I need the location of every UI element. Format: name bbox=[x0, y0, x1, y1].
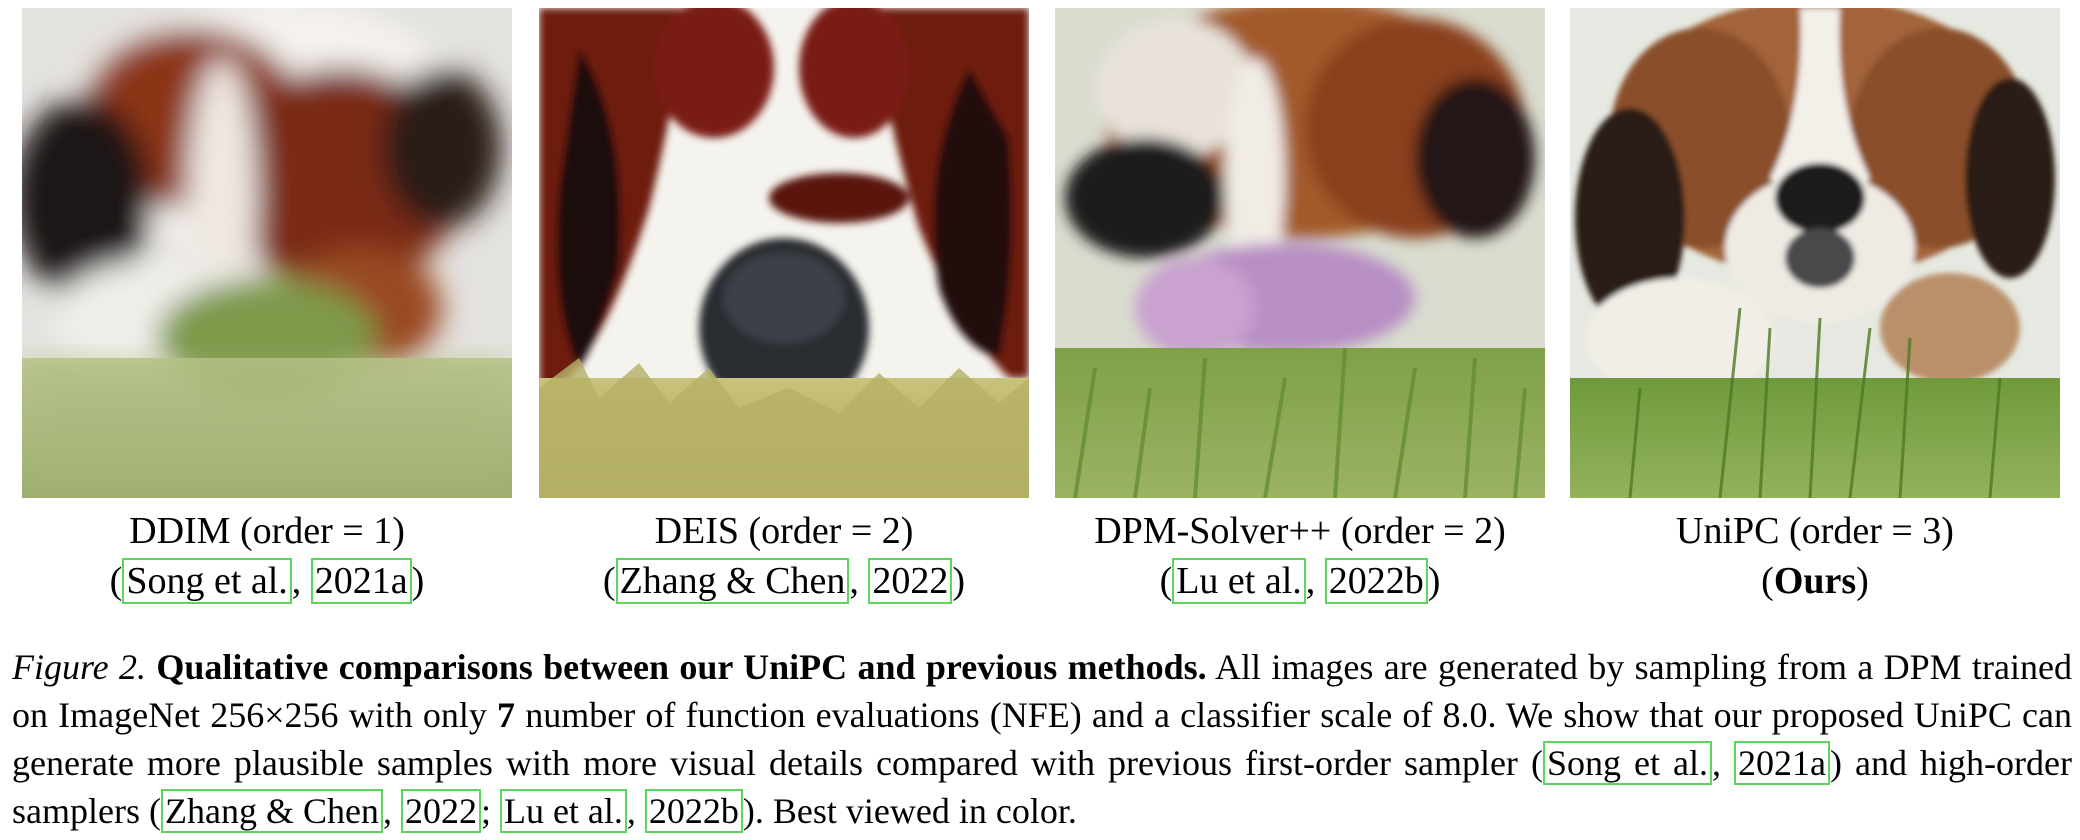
citation-separator: , bbox=[382, 791, 401, 831]
citation-year-link[interactable]: 2022b bbox=[644, 789, 743, 833]
paren-open: ( bbox=[1159, 560, 1173, 602]
caption-title: Qualitative comparisons between our UniP… bbox=[156, 647, 1207, 687]
citation-link[interactable]: Song et al. bbox=[122, 558, 292, 604]
dog-image-dpm-solver bbox=[1055, 8, 1545, 498]
paren-close: ) bbox=[1427, 560, 1441, 602]
method-label: DDIM (order = 1) bbox=[129, 510, 405, 552]
citation-line: (Lu et al., 2022b) bbox=[1040, 556, 1560, 606]
citation-separator: , bbox=[626, 791, 645, 831]
citation-link[interactable]: Song et al. bbox=[1542, 741, 1712, 785]
caption-text: ) and high-order samplers ( bbox=[12, 743, 2072, 831]
citation-year-link[interactable]: 2022 bbox=[400, 789, 481, 833]
citation-year-link[interactable]: 2022b bbox=[1324, 558, 1428, 604]
ours-line: (Ours) bbox=[1555, 556, 2075, 606]
citation-separator: , bbox=[849, 560, 869, 602]
panel-caption-deis: DEIS (order = 2) (Zhang & Chen, 2022) bbox=[524, 506, 1044, 606]
paren-close: ) bbox=[952, 560, 966, 602]
citation-separator: , bbox=[1712, 743, 1735, 783]
nfe-value: 7 bbox=[497, 695, 516, 735]
panel-caption-dpm-solver: DPM-Solver++ (order = 2) (Lu et al., 202… bbox=[1040, 506, 1560, 606]
dog-image-ddim bbox=[22, 8, 512, 498]
method-label: UniPC (order = 3) bbox=[1676, 510, 1954, 552]
sample-image-dpm-solver bbox=[1055, 8, 1545, 498]
citation-link[interactable]: Zhang & Chen bbox=[160, 789, 383, 833]
panel-caption-unipc: UniPC (order = 3) (Ours) bbox=[1555, 506, 2075, 606]
caption-text: number of function evaluations (NFE) and… bbox=[12, 695, 2073, 783]
citation-separator: , bbox=[1305, 560, 1325, 602]
citation-link[interactable]: Lu et al. bbox=[1172, 558, 1306, 604]
paren-open: ( bbox=[602, 560, 616, 602]
citation-line: (Song et al., 2021a) bbox=[7, 556, 527, 606]
paren-close: ) bbox=[1856, 560, 1869, 602]
citation-year-link[interactable]: 2022 bbox=[868, 558, 953, 604]
dog-image-unipc bbox=[1570, 8, 2060, 498]
figure-label: Figure 2. bbox=[12, 647, 147, 687]
paren-close: ) bbox=[411, 560, 425, 602]
sample-image-ddim bbox=[22, 8, 512, 498]
citation-year-link[interactable]: 2021a bbox=[1734, 741, 1831, 785]
paren-open: ( bbox=[1761, 560, 1774, 602]
figure-caption: Figure 2. Qualitative comparisons betwee… bbox=[12, 643, 2072, 835]
citation-link[interactable]: Zhang & Chen bbox=[615, 558, 850, 604]
citation-year-link[interactable]: 2021a bbox=[310, 558, 412, 604]
citation-separator: ; bbox=[480, 791, 500, 831]
method-label: DEIS (order = 2) bbox=[654, 510, 914, 552]
paren-open: ( bbox=[109, 560, 123, 602]
caption-text: ). Best viewed in color. bbox=[742, 791, 1077, 831]
citation-line: (Zhang & Chen, 2022) bbox=[524, 556, 1044, 606]
panel-caption-ddim: DDIM (order = 1) (Song et al., 2021a) bbox=[7, 506, 527, 606]
caption-text: All images are generated by sampling fro… bbox=[12, 647, 2072, 735]
method-label: DPM-Solver++ (order = 2) bbox=[1094, 510, 1506, 552]
sample-image-unipc bbox=[1570, 8, 2060, 498]
ours-label: Ours bbox=[1773, 560, 1857, 602]
citation-separator: , bbox=[291, 560, 311, 602]
sample-image-deis bbox=[539, 8, 1029, 498]
dog-image-deis bbox=[539, 8, 1029, 498]
citation-link[interactable]: Lu et al. bbox=[499, 789, 627, 833]
